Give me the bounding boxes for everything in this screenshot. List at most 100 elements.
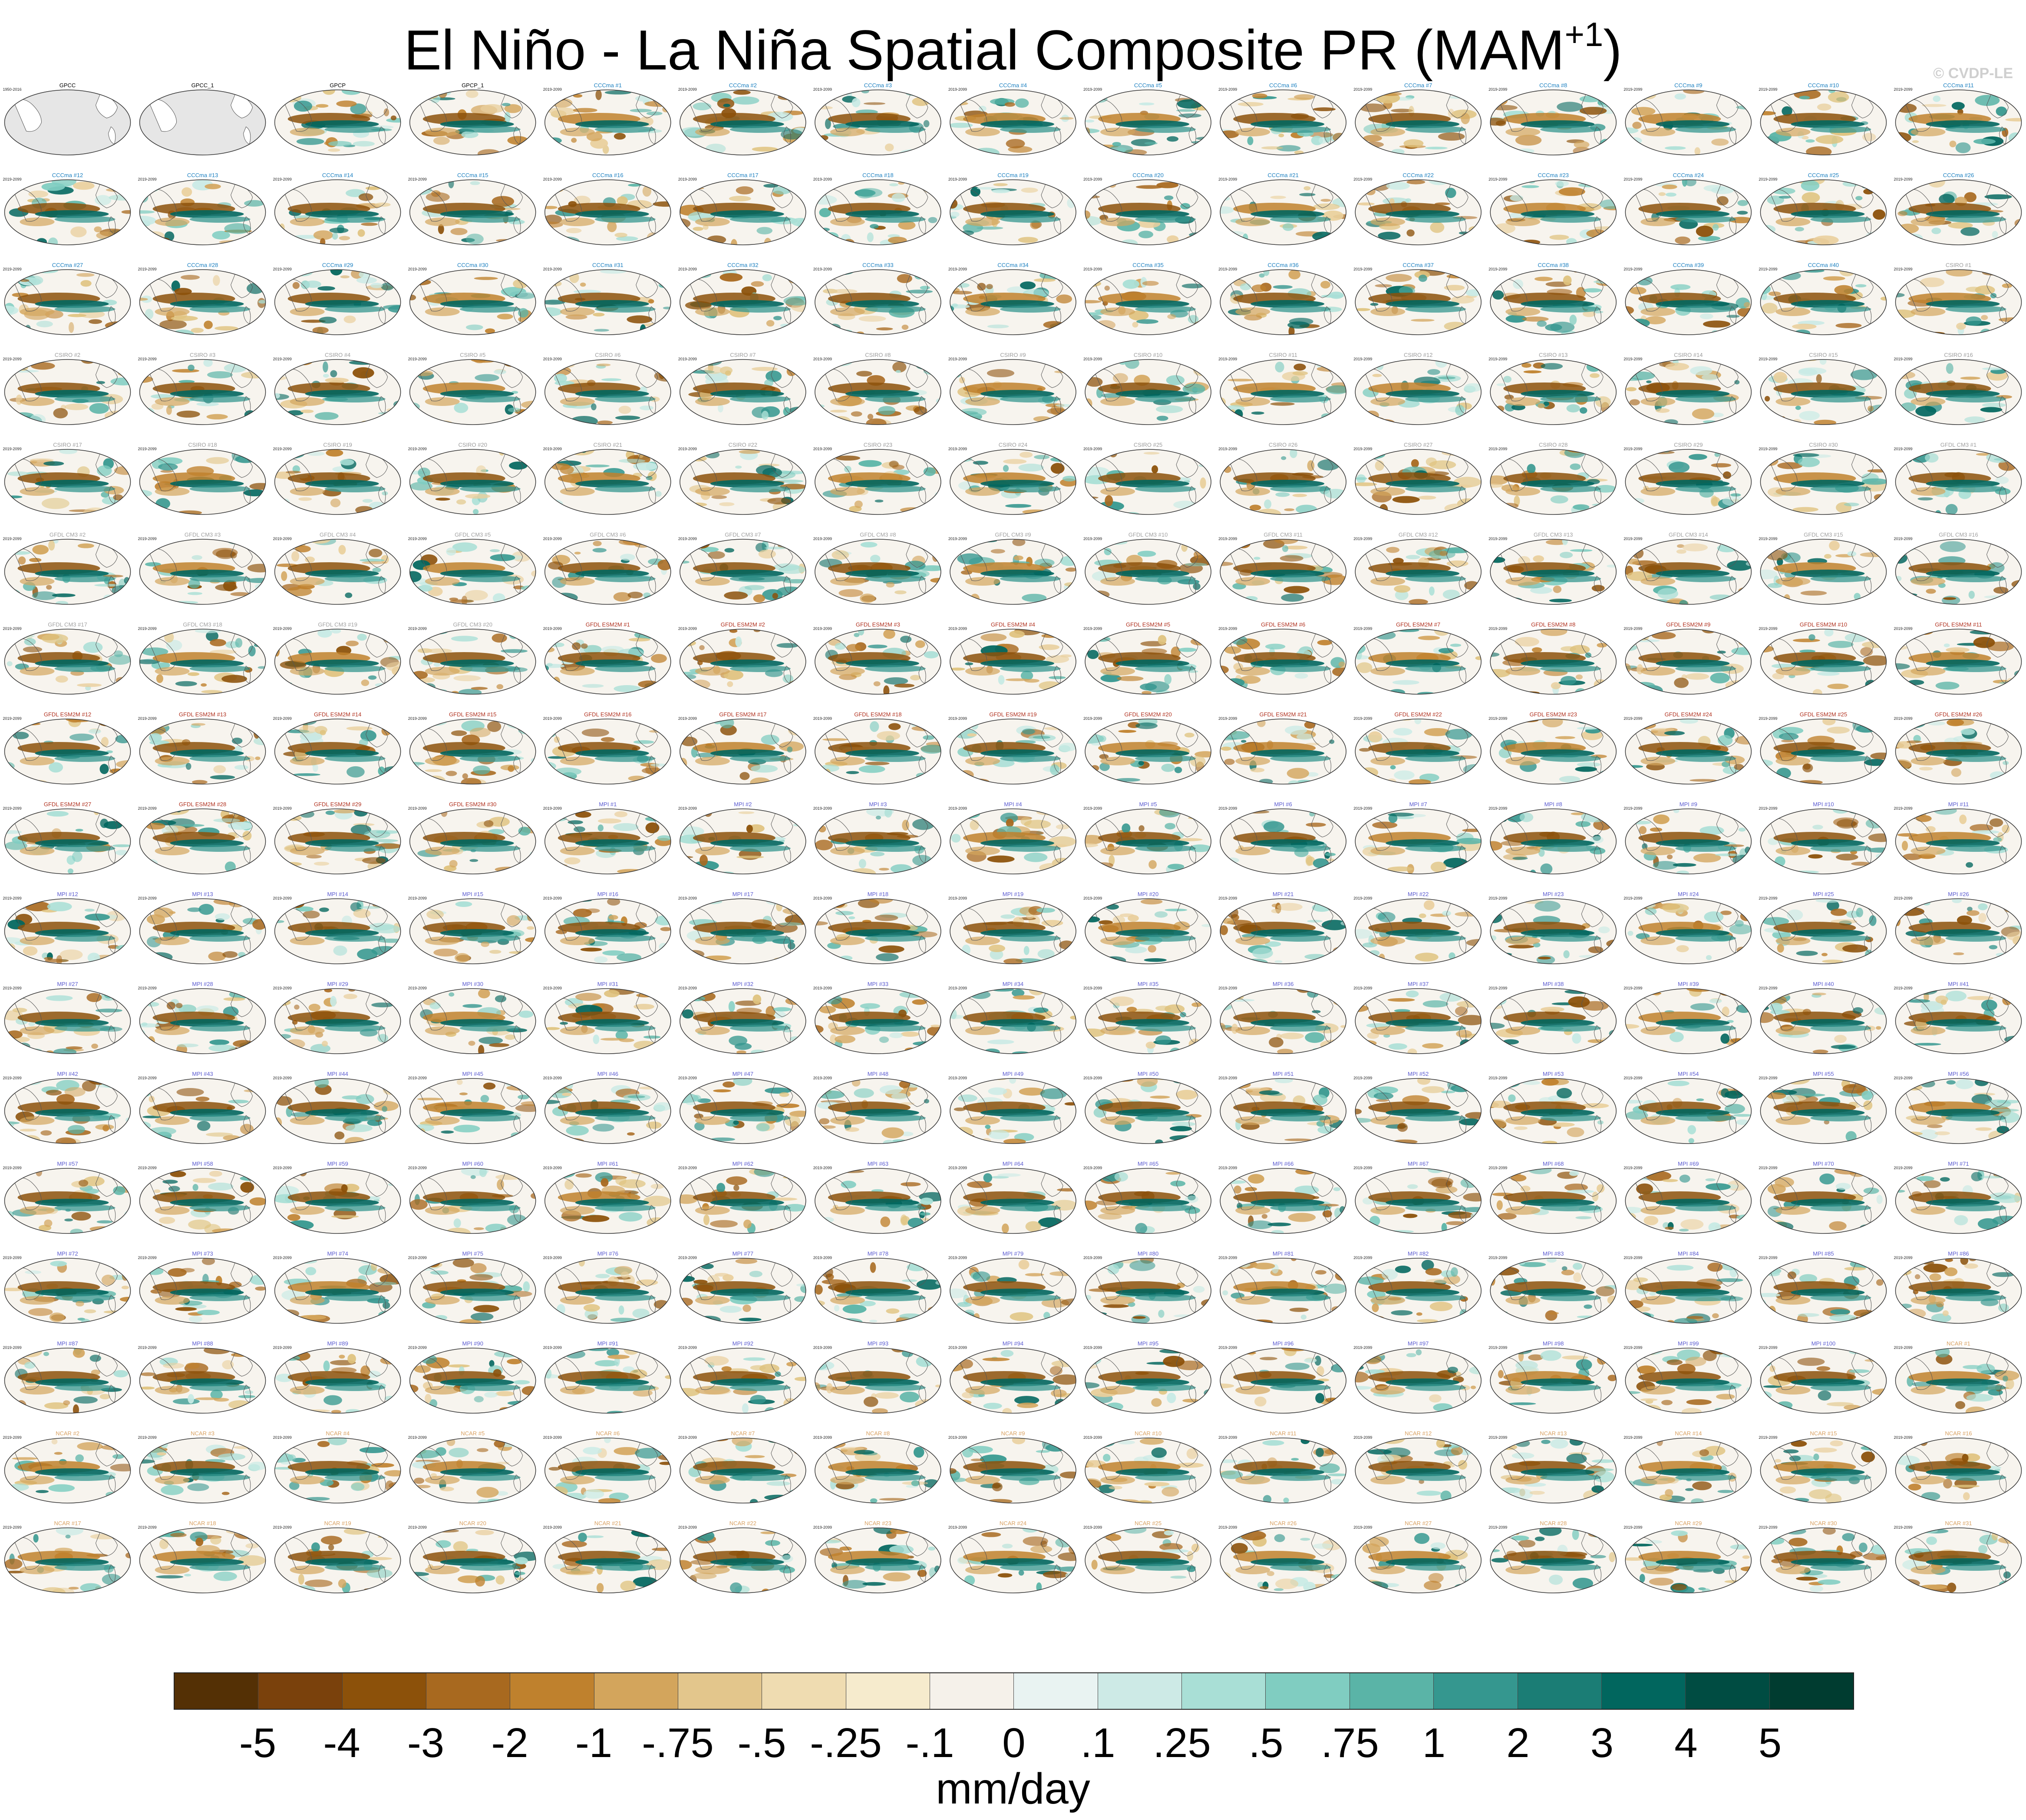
map-border [544,1527,671,1593]
panel-title: MPI #82 [1408,1250,1429,1257]
map-panel: MPI #29 2019-2099 [273,981,401,1054]
panel-period: 2019-2099 [138,177,157,181]
map-panel: NCAR #27 2019-2099 [1353,1520,1482,1593]
map-panel: CCCma #9 2019-2099 [1623,82,1752,155]
panel-period: 2019-2099 [1083,1435,1102,1440]
panel-title: MPI #2 [734,801,752,808]
panel-period: 2019-2099 [813,1525,832,1530]
map-panel: NCAR #7 2019-2099 [678,1430,806,1503]
map-border [409,1258,536,1324]
map-field [544,1438,671,1503]
panel-grid: GPCC 1950-2016 GPCC_1 GPCP GPCP_1 CCCma #1 201… [3,82,2022,1593]
map-border [1760,898,1887,964]
map-border [4,1168,131,1234]
map-panel: GFDL CM3 #15 2019-2099 [1759,531,1887,605]
map-panel: MPI #63 2019-2099 [813,1161,941,1234]
panel-title: GFDL ESM2M #7 [1396,621,1440,628]
panel-title: GFDL ESM2M #8 [1531,621,1575,628]
map-panel: GFDL CM3 #11 2019-2099 [1218,531,1346,605]
panel-title: MPI #69 [1678,1161,1699,1167]
panel-period: 2019-2099 [408,986,427,990]
panel-title: NCAR #26 [1270,1520,1297,1527]
panel-period: 2019-2099 [678,716,697,721]
map-field [1895,539,2022,604]
panel-title: CSIRO #8 [865,352,891,358]
map-panel: MPI #44 2019-2099 [273,1071,401,1144]
panel-title: CSIRO #3 [190,352,215,358]
map-panel: MPI #47 2019-2099 [678,1071,806,1144]
map-panel: CCCma #21 2019-2099 [1218,172,1346,245]
map-panel: MPI #92 2019-2099 [678,1340,806,1414]
map-panel: MPI #88 2019-2099 [138,1340,266,1414]
map-border [1625,808,1752,874]
panel-period: 2019-2099 [3,896,22,900]
panel-title: CCCma #29 [322,262,353,268]
panel-period: 2019-2099 [543,267,562,271]
chart-title: El Niño - La Niña Spatial Composite PR (… [0,17,2026,82]
map-border [1355,89,1482,155]
map-field [950,1168,1076,1233]
map-field [950,539,1076,604]
panel-period: 2019-2099 [813,1076,832,1080]
panel-period: 2019-2099 [138,626,157,631]
panel-period: 2019-2099 [813,357,832,361]
map-panel: MPI #62 2019-2099 [678,1161,806,1234]
map-border [274,1078,401,1144]
map-field [409,90,536,155]
panel-period: 2019-2099 [1759,806,1777,811]
map-border [680,539,806,605]
panel-title: NCAR #4 [326,1430,350,1437]
panel-period: 2019-2099 [3,267,22,271]
panel-title: NCAR #9 [1001,1430,1025,1437]
map-border [815,1348,941,1414]
panel-period: 2019-2099 [948,1345,967,1350]
map-field [815,1168,941,1233]
map-border [1085,359,1211,425]
map-panel: MPI #94 2019-2099 [948,1340,1076,1414]
panel-title: MPI #61 [597,1161,618,1167]
map-panel: NCAR #20 2019-2099 [408,1520,536,1593]
panel-period: 2019-2099 [948,716,967,721]
panel-title: GFDL ESM2M #18 [854,711,901,718]
map-panel: MPI #72 2019-2099 [3,1250,131,1324]
map-panel: MPI #73 2019-2099 [138,1250,266,1324]
panel-title: CCCma #28 [187,262,218,268]
panel-title: MPI #96 [1273,1340,1293,1347]
map-border [950,269,1076,335]
panel-period: 2019-2099 [408,1525,427,1530]
map-border [680,808,806,874]
map-field [139,180,266,245]
panel-title: GFDL ESM2M #20 [1124,711,1171,718]
map-panel: GFDL ESM2M #29 2019-2099 [273,801,401,874]
panel-title: MPI #50 [1138,1071,1158,1077]
panel-title: CCCma #33 [862,262,894,268]
map-field [409,1528,536,1593]
map-border [815,449,941,515]
map-panel: GFDL CM3 #7 2019-2099 [678,531,806,605]
panel-period: 2019-2099 [1353,267,1372,271]
map-border [1490,898,1617,964]
map-border [950,1438,1076,1503]
map-border [815,269,941,335]
map-panel: MPI #25 2019-2099 [1759,891,1887,964]
colorbar-tick-label: 2 [1506,1720,1530,1766]
panel-title: MPI #80 [1138,1250,1158,1257]
panel-period: 2019-2099 [1623,986,1642,990]
panel-title: GFDL CM3 #19 [318,621,357,628]
panel-title: GFDL CM3 #1 [1940,442,1977,448]
panel-period: 2019-2099 [1218,177,1237,181]
map-border [1085,1438,1211,1503]
map-panel: NCAR #5 2019-2099 [408,1430,536,1503]
map-panel: MPI #85 2019-2099 [1759,1250,1887,1324]
map-field [1625,809,1752,874]
map-border [1895,898,2022,964]
map-panel: GFDL ESM2M #11 2019-2099 [1894,621,2022,695]
panel-title: GFDL ESM2M #26 [1935,711,1982,718]
map-panel: CCCma #22 2019-2099 [1353,172,1482,245]
map-border [950,1168,1076,1234]
map-panel: MPI #27 2019-2099 [3,981,131,1054]
map-field [409,1348,536,1413]
panel-title: MPI #28 [192,981,213,987]
panel-period: 2019-2099 [1083,1166,1102,1170]
panel-period: 2019-2099 [1894,1435,1912,1440]
